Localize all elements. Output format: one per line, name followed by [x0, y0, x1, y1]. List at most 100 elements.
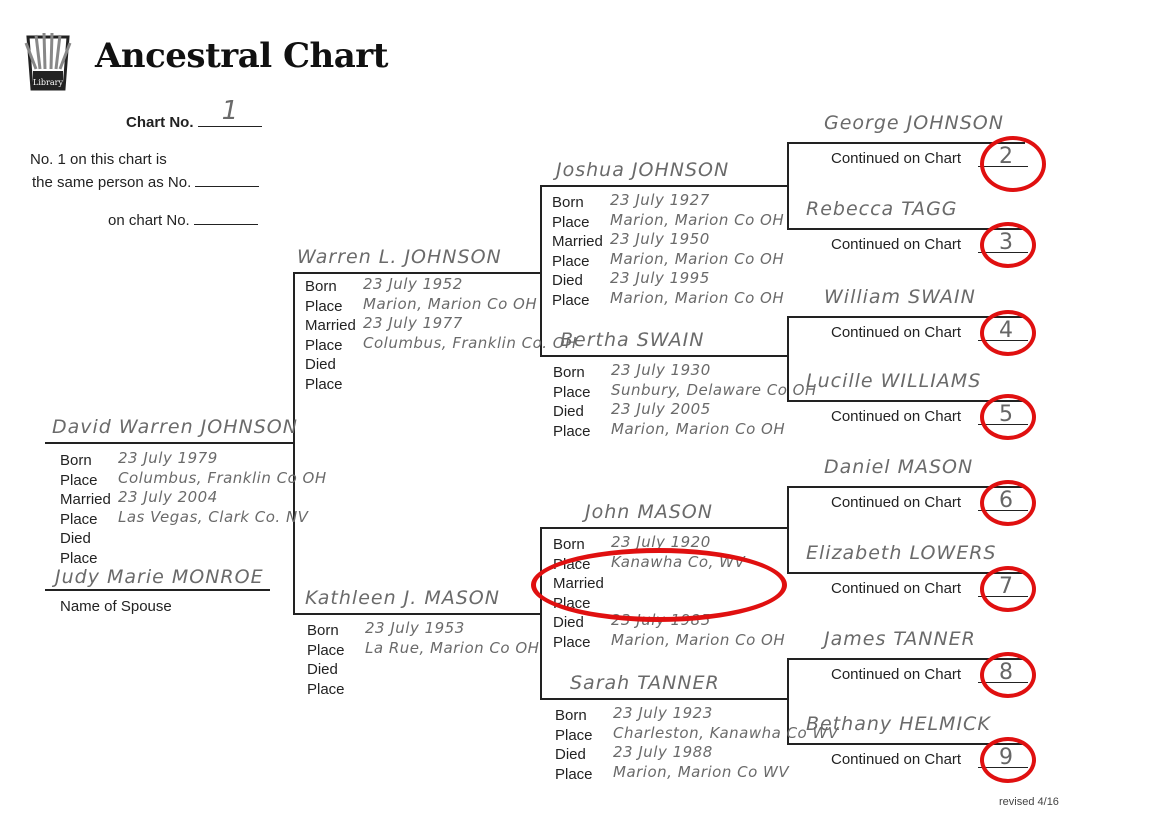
- name-line: [45, 442, 293, 444]
- continued-label: Continued on Chart: [831, 666, 962, 683]
- field-value-died[interactable]: 23 July 2005: [611, 400, 711, 419]
- same-person-field: the same person as No.: [32, 172, 260, 191]
- field-value-place[interactable]: Las Vegas, Clark Co. NV: [118, 507, 309, 526]
- spouse-label: Name of Spouse: [60, 598, 172, 615]
- chart-no-blank[interactable]: 1: [197, 96, 262, 127]
- chart-no-value: 1: [221, 96, 239, 126]
- continued-label: Continued on Chart: [831, 580, 962, 597]
- name-line: [540, 527, 787, 529]
- red-circle-annotation: [980, 394, 1036, 440]
- field-value-born[interactable]: 23 July 1930: [611, 361, 711, 379]
- field-value-died[interactable]: 23 July 1988: [613, 743, 713, 762]
- ancestor-name[interactable]: George JOHNSON: [824, 112, 1004, 134]
- field-value-born[interactable]: 23 July 1979: [118, 449, 218, 467]
- person-name[interactable]: Kathleen J. MASON: [305, 587, 500, 609]
- field-label-died: Died: [552, 272, 583, 290]
- on-chart-field: on chart No.: [108, 210, 258, 229]
- field-label-born: Born: [553, 364, 585, 381]
- person-name[interactable]: John MASON: [585, 501, 713, 523]
- field-value-place[interactable]: Marion, Marion Co OH: [611, 631, 786, 649]
- on-chart-blank[interactable]: [193, 210, 258, 225]
- field-label-died: Died: [553, 403, 584, 421]
- field-label-place: Place: [555, 726, 593, 744]
- on-chart-label: on chart No.: [108, 212, 190, 229]
- red-circle-annotation: [980, 222, 1036, 268]
- field-value-married[interactable]: 23 July 1977: [363, 314, 463, 333]
- revised-note: revised 4/16: [999, 796, 1059, 808]
- field-value-place[interactable]: Marion, Marion Co OH: [611, 419, 786, 438]
- field-value-married[interactable]: 23 July 1950: [610, 230, 710, 249]
- field-label-married: Married: [60, 491, 111, 509]
- name-line: [45, 589, 270, 591]
- field-label-born: Born: [553, 536, 585, 553]
- ancestor-name[interactable]: Daniel MASON: [824, 456, 974, 478]
- person-name[interactable]: David Warren JOHNSON: [52, 416, 298, 438]
- field-label-place: Place: [552, 292, 590, 309]
- field-label-place: Place: [305, 297, 343, 315]
- field-value-place[interactable]: Columbus, Franklin Co OH: [118, 468, 327, 487]
- field-label-place: Place: [552, 213, 590, 231]
- ancestor-name[interactable]: Lucille WILLIAMS: [806, 370, 982, 392]
- bracket-line: [540, 527, 542, 698]
- name-line: [787, 658, 1025, 660]
- field-value-born[interactable]: 23 July 1952: [363, 275, 463, 293]
- field-label-married: Married: [305, 317, 356, 335]
- field-value-place[interactable]: Marion, Marion Co OH: [610, 249, 785, 268]
- person-name[interactable]: Bertha SWAIN: [560, 329, 705, 351]
- name-line: [787, 743, 1025, 745]
- name-line: [540, 355, 787, 357]
- name-line: [787, 486, 1025, 488]
- bracket-line: [293, 272, 295, 615]
- field-label-place: Place: [307, 641, 345, 659]
- field-value-place[interactable]: Marion, Marion Co WV: [613, 762, 790, 781]
- person-name[interactable]: Sarah TANNER: [570, 672, 720, 694]
- field-label-place: Place: [552, 252, 590, 270]
- page-title: Ancestral Chart: [95, 36, 388, 76]
- field-value-place[interactable]: La Rue, Marion Co OH: [365, 638, 540, 657]
- library-logo: Library: [24, 32, 72, 91]
- ancestor-name[interactable]: James TANNER: [824, 628, 976, 650]
- field-label-place: Place: [60, 471, 98, 489]
- person-name[interactable]: Warren L. JOHNSON: [297, 246, 502, 268]
- red-circle-annotation: [980, 480, 1036, 526]
- field-value-place[interactable]: Sunbury, Delaware Co OH: [611, 380, 817, 399]
- continued-label: Continued on Chart: [831, 751, 962, 768]
- same-person-blank[interactable]: [195, 172, 260, 187]
- field-value-place[interactable]: Charleston, Kanawha Co WV: [613, 723, 839, 742]
- continued-label: Continued on Chart: [831, 324, 962, 341]
- continued-label: Continued on Chart: [831, 494, 962, 511]
- ancestor-name[interactable]: Rebecca TAGG: [806, 198, 958, 220]
- bracket-line: [540, 185, 542, 355]
- ancestor-name[interactable]: Bethany HELMICK: [806, 713, 991, 735]
- field-label-born: Born: [555, 707, 587, 724]
- field-value-place[interactable]: Marion, Marion Co OH: [610, 289, 785, 307]
- field-label-died: Died: [555, 746, 586, 764]
- field-value-born[interactable]: 23 July 1920: [611, 533, 711, 551]
- chart-no-label: Chart No.: [126, 114, 194, 131]
- field-value-place[interactable]: Marion, Marion Co OH: [363, 294, 538, 313]
- name-line: [540, 185, 787, 187]
- field-value-born[interactable]: 23 July 1953: [365, 619, 465, 637]
- field-value-place[interactable]: Marion, Marion Co OH: [610, 210, 785, 229]
- field-value-born[interactable]: 23 July 1927: [610, 191, 710, 209]
- same-person-line1: No. 1 on this chart is: [30, 151, 167, 168]
- field-label-place: Place: [305, 376, 343, 393]
- ancestor-name[interactable]: William SWAIN: [824, 286, 976, 308]
- person-name[interactable]: Joshua JOHNSON: [556, 159, 730, 181]
- bracket-line: [787, 142, 789, 228]
- field-label-died: Died: [60, 530, 91, 548]
- red-circle-annotation: [980, 566, 1036, 612]
- field-value-died[interactable]: 23 July 1995: [610, 269, 710, 288]
- name-line: [787, 400, 1025, 402]
- field-label-born: Born: [60, 452, 92, 469]
- red-oval-annotation: [531, 548, 787, 622]
- field-value-place[interactable]: Columbus, Franklin Co. OH: [363, 333, 577, 352]
- field-label-died: Died: [307, 661, 338, 679]
- spouse-name[interactable]: Judy Marie MONROE: [55, 566, 264, 588]
- ancestor-name[interactable]: Elizabeth LOWERS: [806, 542, 997, 564]
- field-value-born[interactable]: 23 July 1923: [613, 704, 713, 722]
- field-label-born: Born: [552, 194, 584, 211]
- red-circle-annotation: [980, 310, 1036, 356]
- continued-label: Continued on Chart: [831, 236, 962, 253]
- field-value-married[interactable]: 23 July 2004: [118, 488, 218, 507]
